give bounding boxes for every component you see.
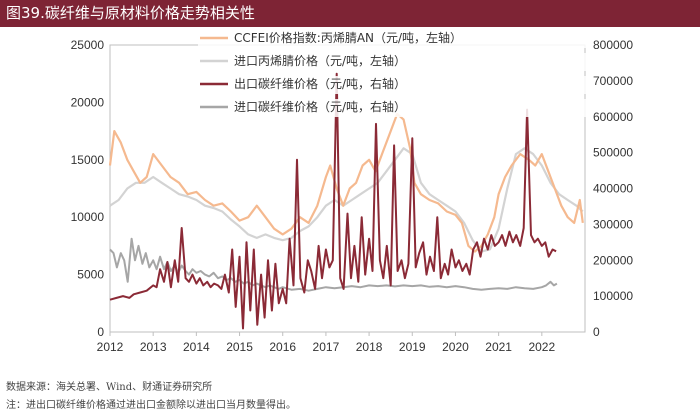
- legend-backdrop: [198, 99, 592, 117]
- x-tick-label: 2019: [399, 340, 426, 354]
- series-layer: [108, 72, 584, 330]
- title-bar: 图39.碳纤维与原材料价格走势相关性: [0, 0, 700, 27]
- figure-title: 图39.碳纤维与原材料价格走势相关性: [6, 4, 255, 22]
- legend-entry: 出口碳纤维价格（元/吨，右轴）: [234, 76, 406, 91]
- left-tick-label: 20000: [71, 95, 105, 109]
- x-tick-label: 2021: [485, 340, 512, 354]
- x-tick-label: 2016: [269, 340, 296, 354]
- legend-backdrop: [198, 76, 592, 94]
- right-tick-label: 100000: [593, 289, 633, 303]
- right-tick-label: 500000: [593, 146, 633, 160]
- legend-entry: 进口碳纤维价格（元/吨，右轴）: [234, 99, 406, 114]
- left-tick-label: 5000: [77, 268, 104, 282]
- left-tick-label: 25000: [71, 38, 105, 52]
- legend: CCFEI价格指数:丙烯腈AN（元/吨，左轴） 进口丙烯腈价格（元/吨，左轴） 出口…: [198, 30, 592, 117]
- right-tick-label: 700000: [593, 74, 633, 88]
- right-tick-label: 0: [593, 325, 600, 339]
- x-tick-label: 2015: [226, 340, 253, 354]
- legend-backdrop: [198, 53, 592, 71]
- line-chart: 0 5000 10000 15000 20000 25000 0 100000 200000 3…: [71, 30, 633, 354]
- legend-entry: CCFEI价格指数:丙烯腈AN（元/吨，左轴）: [234, 30, 462, 45]
- x-tick-label: 2013: [140, 340, 167, 354]
- legend-entry: 进口丙烯腈价格（元/吨，左轴）: [234, 53, 406, 68]
- right-tick-label: 400000: [593, 182, 633, 196]
- series-line-2: [109, 147, 584, 253]
- left-tick-label: 10000: [71, 210, 105, 224]
- right-tick-label: 600000: [593, 110, 633, 124]
- x-tick-label: 2020: [442, 340, 469, 354]
- x-axis: 2012 2013 2014 2015 2016 2017 2018 2019 2020 2021…: [97, 332, 555, 354]
- legend-backdrop: [198, 30, 592, 48]
- left-axis: 0 5000 10000 15000 20000 25000: [71, 38, 105, 339]
- right-tick-label: 800000: [593, 38, 633, 52]
- right-axis: 0 100000 200000 300000 400000 500000 600000 700…: [593, 38, 633, 339]
- left-tick-label: 0: [97, 325, 104, 339]
- right-tick-label: 300000: [593, 217, 633, 231]
- x-tick-label: 2012: [97, 340, 124, 354]
- x-tick-label: 2018: [356, 340, 383, 354]
- source-note: 数据来源：海关总署、Wind、财通证券研究所: [6, 382, 213, 393]
- x-tick-label: 2022: [528, 340, 555, 354]
- left-tick-label: 15000: [71, 153, 105, 167]
- series-line-3: [109, 72, 557, 330]
- footnote: 注：进出口碳纤维价格通过进出口金额除以进出口当月数量得出。: [6, 400, 296, 411]
- series-line-1: [108, 112, 584, 253]
- x-tick-label: 2017: [313, 340, 340, 354]
- x-tick-label: 2014: [183, 340, 210, 354]
- right-tick-label: 200000: [593, 253, 633, 267]
